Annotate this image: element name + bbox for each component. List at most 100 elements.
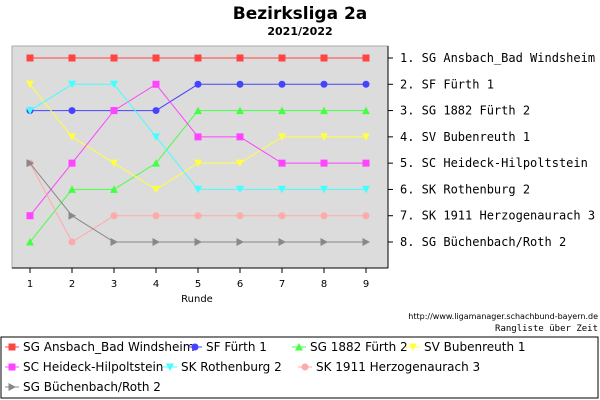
legend-item: SG Ansbach_Bad Windsheim bbox=[5, 340, 194, 354]
legend-swatch-marker bbox=[8, 383, 16, 391]
data-point bbox=[278, 80, 286, 88]
legend-swatch-marker bbox=[409, 343, 417, 351]
data-point bbox=[68, 133, 76, 141]
series-lines bbox=[26, 54, 370, 246]
data-point bbox=[194, 238, 202, 246]
data-point bbox=[362, 54, 370, 62]
series-group bbox=[26, 54, 370, 62]
legend-label: SG 1882 Fürth 2 bbox=[310, 340, 408, 354]
data-point bbox=[152, 133, 160, 141]
x-tick-label: 6 bbox=[237, 279, 243, 290]
data-point bbox=[194, 106, 202, 115]
legend-swatch-marker bbox=[191, 343, 199, 351]
rank-label: 6. SK Rothenburg 2 bbox=[400, 182, 530, 196]
data-point bbox=[320, 80, 328, 88]
data-point bbox=[362, 185, 370, 194]
data-point bbox=[320, 185, 328, 194]
data-point bbox=[26, 107, 34, 115]
data-point bbox=[68, 80, 76, 89]
data-point bbox=[194, 133, 202, 141]
legend: SG Ansbach_Bad Windsheim SF Fürth 1 SG 188… bbox=[5, 340, 526, 394]
data-point bbox=[68, 211, 76, 220]
data-point bbox=[236, 159, 244, 168]
data-point bbox=[278, 54, 286, 62]
data-point bbox=[320, 54, 328, 62]
series-group bbox=[26, 106, 370, 246]
data-point bbox=[320, 159, 328, 167]
footer-caption: Rangliste über Zeit bbox=[495, 324, 598, 334]
data-point bbox=[236, 212, 244, 220]
data-point bbox=[110, 159, 118, 168]
data-point bbox=[278, 133, 286, 141]
data-point bbox=[110, 80, 118, 89]
legend-label: SG Büchenbach/Roth 2 bbox=[23, 380, 161, 394]
data-point bbox=[68, 107, 76, 115]
data-point bbox=[152, 80, 160, 88]
rank-labels: 1. SG Ansbach_Bad Windsheim 2. SF Fürth 1… bbox=[388, 51, 595, 249]
data-point bbox=[110, 107, 118, 115]
legend-item: SG 1882 Fürth 2 bbox=[292, 340, 408, 354]
data-point bbox=[68, 238, 76, 246]
data-point bbox=[278, 185, 286, 194]
data-point bbox=[194, 54, 202, 62]
data-point bbox=[320, 238, 328, 246]
data-point bbox=[320, 106, 328, 115]
data-point bbox=[236, 80, 244, 88]
axes: 1 2 3 4 5 6 7 8 9 bbox=[12, 46, 389, 290]
series-group bbox=[26, 159, 370, 246]
rank-label: 5. SC Heideck-Hilpoltstein bbox=[400, 156, 588, 170]
x-tick-label: 9 bbox=[363, 279, 369, 290]
data-point bbox=[194, 80, 202, 88]
data-point bbox=[152, 238, 160, 246]
data-point bbox=[152, 159, 160, 167]
legend-swatch-marker bbox=[8, 363, 16, 371]
data-point bbox=[362, 106, 370, 115]
legend-item: SK Rothenburg 2 bbox=[163, 360, 282, 374]
legend-swatch-marker bbox=[301, 363, 309, 371]
data-point bbox=[278, 212, 286, 220]
x-tick-label: 7 bbox=[279, 279, 285, 290]
series-group bbox=[26, 80, 370, 115]
rank-label: 7. SK 1911 Herzogenaurach 3 bbox=[400, 209, 595, 223]
data-point bbox=[26, 238, 34, 246]
data-point bbox=[236, 54, 244, 62]
data-point bbox=[26, 54, 34, 62]
legend-label: SV Bubenreuth 1 bbox=[424, 340, 526, 354]
data-point bbox=[26, 212, 34, 220]
data-point bbox=[68, 159, 76, 167]
x-axis-title: Runde bbox=[181, 294, 213, 305]
data-point bbox=[362, 238, 370, 246]
data-point bbox=[320, 133, 328, 141]
data-point bbox=[68, 185, 76, 193]
data-point bbox=[68, 54, 76, 62]
rank-label: 1. SG Ansbach_Bad Windsheim bbox=[400, 51, 595, 65]
data-point bbox=[110, 54, 118, 62]
legend-label: SF Fürth 1 bbox=[206, 340, 267, 354]
rank-label: 3. SG 1882 Fürth 2 bbox=[400, 104, 530, 118]
data-point bbox=[26, 159, 34, 168]
data-point bbox=[362, 212, 370, 220]
chart-title: Bezirksliga 2a bbox=[233, 4, 368, 24]
x-tick-label: 1 bbox=[27, 279, 33, 290]
data-point bbox=[278, 106, 286, 115]
data-point bbox=[194, 185, 202, 194]
data-point bbox=[110, 212, 118, 220]
data-point bbox=[236, 238, 244, 246]
data-point bbox=[362, 133, 370, 141]
chart-subtitle: 2021/2022 bbox=[267, 25, 332, 38]
rank-label: 2. SF Fürth 1 bbox=[400, 77, 494, 91]
data-point bbox=[152, 107, 160, 115]
data-point bbox=[152, 185, 160, 194]
data-point bbox=[194, 212, 202, 220]
data-point bbox=[110, 238, 118, 246]
x-tick-label: 4 bbox=[153, 279, 159, 290]
data-point bbox=[278, 238, 286, 246]
data-point bbox=[362, 159, 370, 167]
legend-label: SK 1911 Herzogenaurach 3 bbox=[316, 360, 480, 374]
legend-label: SG Ansbach_Bad Windsheim bbox=[23, 340, 194, 354]
legend-swatch-marker bbox=[295, 343, 303, 351]
series-group bbox=[26, 80, 370, 220]
data-point bbox=[236, 185, 244, 194]
data-point bbox=[152, 54, 160, 62]
